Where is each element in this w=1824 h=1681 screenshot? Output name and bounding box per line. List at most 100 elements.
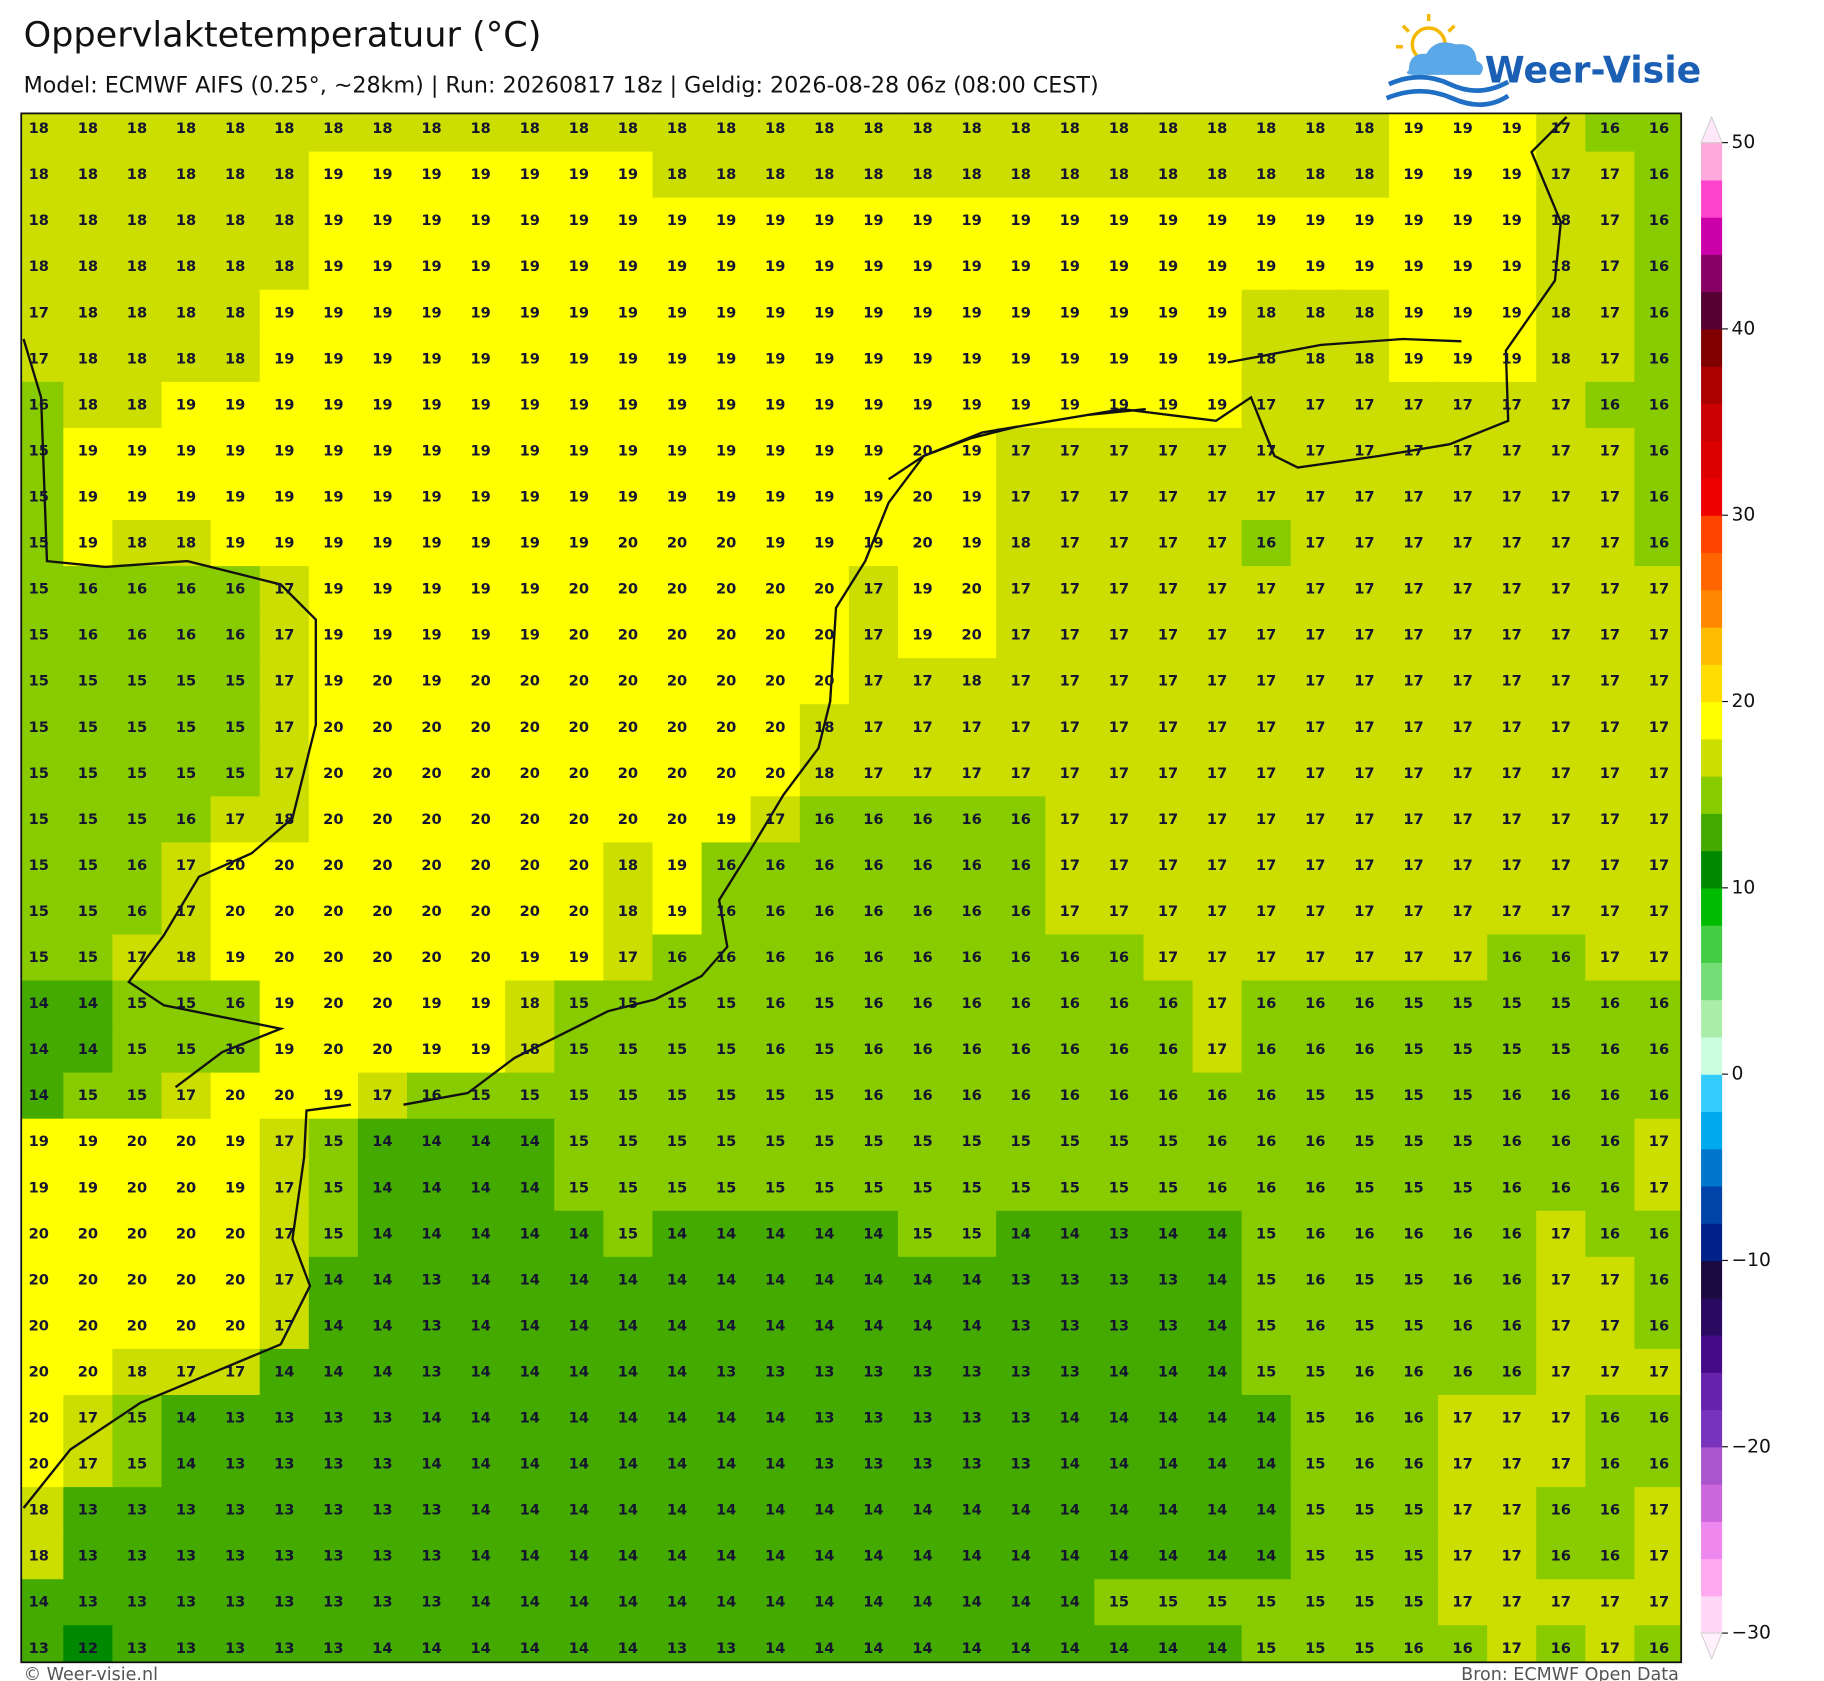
temperature-cell (1045, 1164, 1096, 1212)
temperature-cell (554, 1118, 605, 1166)
temperature-label: 16 (863, 857, 883, 874)
temperature-cell (112, 151, 163, 199)
temperature-cell (210, 1256, 261, 1304)
temperature-label: 17 (1256, 765, 1276, 782)
colorbar-block (1701, 925, 1723, 963)
temperature-cell (1585, 1441, 1636, 1488)
temperature-cell (161, 842, 212, 890)
temperature-label: 17 (1060, 857, 1080, 874)
temperature-label: 14 (765, 1225, 785, 1242)
temperature-cell (456, 1487, 506, 1534)
temperature-label: 14 (1060, 1594, 1080, 1611)
temperature-label: 17 (1452, 765, 1472, 782)
temperature-cell (1290, 612, 1341, 659)
temperature-label: 20 (765, 719, 785, 736)
temperature-cell (1290, 980, 1341, 1028)
temperature-cell (406, 1210, 457, 1258)
temperature-label: 19 (520, 396, 540, 413)
temperature-label: 18 (470, 120, 490, 137)
temperature-cell (63, 1487, 114, 1534)
temperature-label: 19 (470, 442, 490, 459)
temperature-label: 16 (1649, 1087, 1669, 1104)
temperature-label: 17 (1060, 903, 1080, 920)
temperature-cell (63, 1072, 114, 1120)
temperature-label: 18 (912, 166, 932, 183)
temperature-cell (308, 197, 359, 245)
temperature-cell (406, 473, 457, 521)
temperature-label: 16 (1256, 1041, 1276, 1058)
temperature-label: 19 (274, 350, 294, 367)
temperature-label: 13 (814, 1456, 834, 1473)
temperature-cell (1388, 473, 1439, 521)
temperature-cell (1388, 658, 1439, 705)
temperature-label: 19 (961, 258, 981, 275)
temperature-cell (603, 566, 654, 613)
temperature-label: 14 (618, 1548, 638, 1565)
temperature-label: 15 (863, 1179, 883, 1196)
temperature-cell (1241, 566, 1292, 613)
temperature-cell (210, 1394, 261, 1442)
temperature-cell (308, 658, 359, 705)
temperature-label: 17 (912, 719, 932, 736)
temperature-cell (210, 612, 261, 659)
temperature-cell (554, 796, 605, 844)
temperature-cell (1536, 1210, 1587, 1258)
temperature-cell (701, 1487, 752, 1534)
temperature-cell (456, 381, 506, 429)
temperature-label: 20 (716, 719, 736, 736)
temperature-cell (161, 934, 212, 982)
temperature-cell (848, 1026, 899, 1074)
temperature-cell (1094, 796, 1145, 844)
temperature-label: 17 (1158, 581, 1178, 598)
colorbar-block (1701, 850, 1723, 889)
temperature-label: 20 (323, 903, 343, 920)
temperature-cell (996, 750, 1046, 798)
temperature-label: 14 (470, 1410, 490, 1427)
temperature-label: 16 (1600, 1410, 1620, 1427)
temperature-label: 14 (1256, 1410, 1276, 1427)
temperature-cell (799, 197, 850, 245)
temperature-cell (1045, 1487, 1096, 1534)
colorbar-block (1701, 254, 1723, 293)
temperature-label: 18 (176, 949, 196, 966)
temperature-label: 17 (1502, 903, 1522, 920)
temperature-label: 17 (1403, 903, 1423, 920)
temperature-cell (1192, 704, 1243, 751)
temperature-label: 15 (765, 1087, 785, 1104)
temperature-label: 15 (814, 1179, 834, 1196)
temperature-label: 15 (1158, 1594, 1178, 1611)
temperature-label: 20 (618, 535, 638, 552)
temperature-label: 17 (1060, 535, 1080, 552)
temperature-cell (1634, 1026, 1682, 1074)
temperature-cell (799, 888, 850, 936)
temperature-label: 17 (1256, 903, 1276, 920)
temperature-label: 16 (1207, 1087, 1227, 1104)
temperature-cell (750, 520, 801, 567)
temperature-label: 14 (863, 1548, 883, 1565)
temperature-cell (554, 980, 605, 1028)
temperature-label: 20 (421, 949, 441, 966)
temperature-label: 15 (618, 1041, 638, 1058)
temperature-label: 17 (1354, 442, 1374, 459)
temperature-label: 17 (961, 719, 981, 736)
temperature-label: 13 (1060, 1317, 1080, 1334)
temperature-label: 18 (274, 120, 294, 137)
temperature-cell (1045, 520, 1096, 567)
temperature-cell (456, 473, 506, 521)
temperature-label: 19 (421, 488, 441, 505)
temperature-cell (210, 289, 261, 337)
temperature-cell (750, 243, 801, 291)
temperature-label: 14 (323, 1363, 343, 1380)
temperature-label: 17 (1600, 857, 1620, 874)
temperature-label: 14 (667, 1410, 687, 1427)
temperature-cell (1339, 151, 1390, 199)
temperature-label: 17 (1109, 811, 1129, 828)
temperature-label: 20 (470, 719, 490, 736)
temperature-label: 19 (814, 442, 834, 459)
temperature-cell (1094, 1256, 1145, 1304)
temperature-label: 19 (274, 442, 294, 459)
temperature-cell (210, 934, 261, 982)
temperature-cell (996, 1256, 1046, 1304)
temperature-label: 17 (1011, 488, 1031, 505)
temperature-cell (1094, 335, 1145, 383)
